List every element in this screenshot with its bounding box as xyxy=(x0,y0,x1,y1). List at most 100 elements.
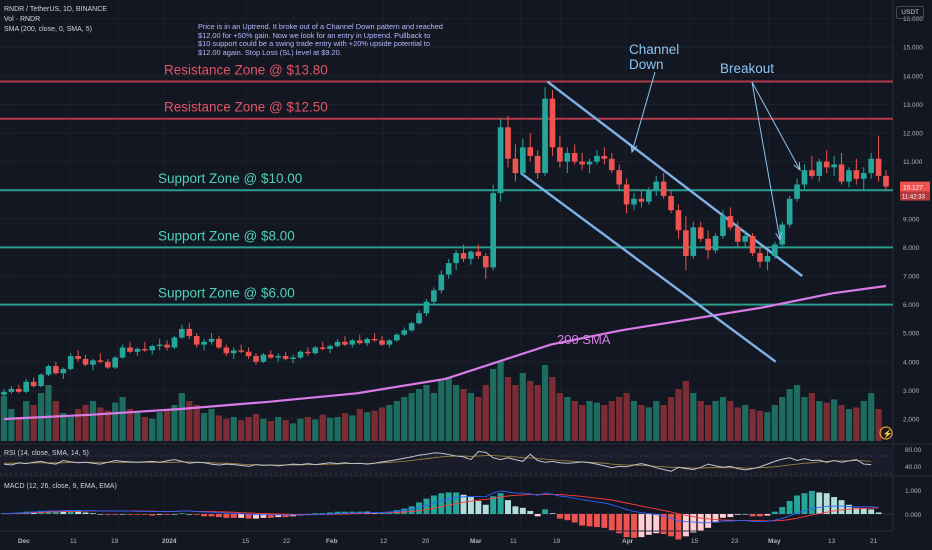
macd-histogram-bar xyxy=(67,510,74,514)
candlesticks[interactable] xyxy=(1,87,889,398)
candle-body xyxy=(809,170,815,176)
volume-bar xyxy=(453,385,460,441)
volume-bar xyxy=(549,377,556,441)
volume-bar xyxy=(601,405,608,441)
price-tick-label: 2.000 xyxy=(903,417,920,424)
macd-tick-label: 1.000 xyxy=(905,488,922,495)
candle-body xyxy=(16,388,22,392)
macd-histogram-bar xyxy=(549,513,556,514)
macd-histogram-bar xyxy=(438,493,445,514)
time-tick-label: 19 xyxy=(111,538,119,545)
volume-bar xyxy=(45,385,52,441)
channel-line xyxy=(520,172,777,363)
candle-body xyxy=(38,374,44,387)
macd-histogram-bar xyxy=(127,514,133,515)
volume-bar xyxy=(682,381,689,441)
volume-bar xyxy=(697,401,704,441)
volume-bars xyxy=(0,361,882,441)
macd-histogram-bar xyxy=(193,514,200,515)
volume-bar xyxy=(860,401,867,441)
candle-body xyxy=(801,170,808,185)
macd-histogram-bar xyxy=(571,514,578,523)
candle-body xyxy=(712,235,719,251)
candle-body xyxy=(401,330,408,335)
candle-body xyxy=(608,158,615,171)
time-tick-label: Apr xyxy=(622,538,634,545)
macd-histogram-bar xyxy=(505,500,511,514)
volume-bar xyxy=(178,393,185,441)
macd-histogram-bar xyxy=(52,510,59,514)
volume-bar xyxy=(816,401,823,441)
macd-histogram-bar xyxy=(534,514,541,517)
volume-bar xyxy=(490,369,497,441)
candle-body xyxy=(853,170,860,179)
volume-bar xyxy=(334,417,341,441)
candle-body xyxy=(631,198,637,205)
time-axis[interactable]: Dec 11 19 2024 15 22 Feb 12 20 Mar 11 19 Apr 15 23 May 1… xyxy=(0,530,893,545)
macd-pane[interactable]: MACD (12, 26, close, 9, EMA, EMA) xyxy=(0,483,893,540)
volume-bar xyxy=(349,415,356,441)
candle-body xyxy=(505,127,511,159)
volume-bar xyxy=(423,385,430,441)
rsi-pane[interactable]: RSI (14, close, SMA, 14, 5) xyxy=(0,447,893,475)
time-tick-label: 13 xyxy=(828,538,836,545)
candle-body xyxy=(149,346,156,351)
candle-body xyxy=(8,388,15,392)
macd-histogram-bar xyxy=(112,514,119,515)
macd-histogram-bar xyxy=(423,498,430,514)
volume-bar xyxy=(579,405,586,441)
candle-body xyxy=(594,155,600,162)
volume-bar xyxy=(163,409,171,441)
volume-bar xyxy=(104,410,111,441)
macd-histogram-bar xyxy=(97,514,104,515)
macd-histogram-bar xyxy=(341,511,348,514)
volume-bar xyxy=(97,407,104,441)
time-tick-label: 11 xyxy=(510,538,517,545)
currency-badge[interactable]: USDT xyxy=(896,6,924,19)
volume-bar xyxy=(386,405,393,441)
macd-histogram-bar xyxy=(719,514,726,518)
volume-bar xyxy=(89,401,97,441)
candle-body xyxy=(638,198,645,202)
volume-bar xyxy=(534,385,541,441)
volume-bar xyxy=(875,409,882,441)
zone-label: Resistance Zone @ $12.50 xyxy=(164,100,328,115)
macd-histogram-bar xyxy=(749,514,756,517)
channel-label: Down xyxy=(629,57,664,72)
macd-histogram-bar xyxy=(186,514,193,515)
volume-bar xyxy=(141,417,148,441)
volume-bar xyxy=(467,393,475,441)
volume-bar xyxy=(556,393,563,441)
candle-body xyxy=(764,255,771,262)
candle-body xyxy=(364,338,370,344)
candle-body xyxy=(497,127,504,194)
candle-body xyxy=(119,347,126,358)
macd-histogram-bar xyxy=(245,514,252,519)
candle-body xyxy=(705,238,711,251)
price-axis[interactable]: 16.00015.00014.00013.00012.00011.00010.0… xyxy=(879,16,930,519)
volume-bar xyxy=(616,397,623,441)
candle-body xyxy=(431,290,437,302)
volume-bar xyxy=(289,423,297,441)
candle-body xyxy=(646,190,652,202)
zone-label: Support Zone @ $10.00 xyxy=(158,171,302,186)
rsi-ma-line xyxy=(4,455,872,469)
volume-bar xyxy=(223,418,230,441)
time-tick-label: 21 xyxy=(870,538,878,545)
volume-bar xyxy=(30,405,37,441)
candle-body xyxy=(846,170,852,182)
volume-bar xyxy=(304,417,311,441)
volume-bar xyxy=(401,397,408,441)
candle-body xyxy=(668,195,674,211)
macd-histogram-bar xyxy=(230,514,237,518)
annotation-arrow xyxy=(751,81,781,241)
annotation-arrow xyxy=(751,81,801,171)
macd-histogram-bar xyxy=(831,497,838,514)
macd-histogram-bar xyxy=(638,514,645,538)
macd-histogram-bar xyxy=(586,514,593,527)
macd-histogram-bar xyxy=(267,514,274,518)
volume-bar xyxy=(675,389,682,441)
volume-bar xyxy=(512,385,519,441)
candle-body xyxy=(438,274,445,291)
